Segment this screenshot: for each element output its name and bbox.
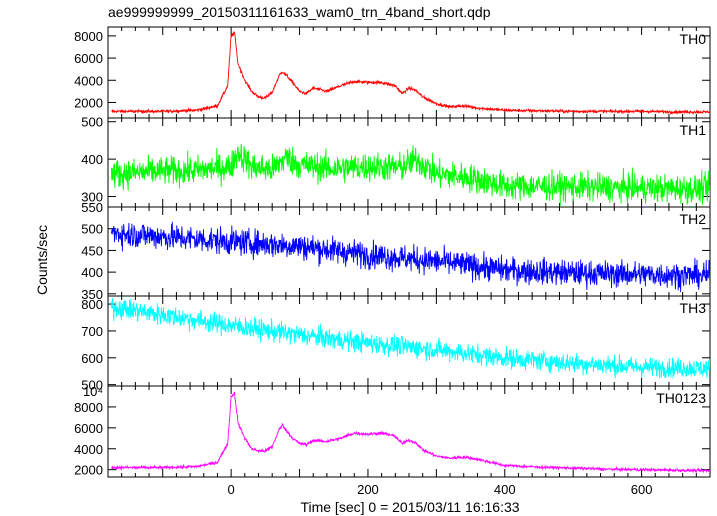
y-tick-label: 2000	[74, 95, 103, 110]
panel-label: TH1	[680, 122, 707, 138]
y-axis-title: Counts/sec	[34, 225, 50, 295]
y-tick-label: 2000	[74, 463, 103, 478]
y-tick-label: 6000	[74, 51, 103, 66]
series-line-th2	[110, 221, 710, 293]
y-tick-label: 8000	[74, 29, 103, 44]
y-tick-label: 500	[81, 115, 103, 130]
y-tick-label: 400	[81, 265, 103, 280]
y-tick-label: 450	[81, 243, 103, 258]
panel-frame	[107, 385, 711, 478]
y-tick-label: 8000	[74, 400, 103, 415]
panel-label: TH2	[680, 211, 707, 227]
x-axis-title: Time [sec] 0 = 2015/03/11 16:16:33	[300, 499, 519, 515]
y-tick-label: 500	[81, 378, 103, 393]
y-tick-label: 600	[81, 351, 103, 366]
y-tick-label: 800	[81, 297, 103, 312]
y-tick-label: 350	[81, 287, 103, 302]
panel-frame	[107, 26, 711, 119]
y-tick-label: 700	[81, 324, 103, 339]
y-tick-label: 550	[81, 200, 103, 215]
y-tick-label: 4000	[74, 442, 103, 457]
series-line-th3	[110, 298, 710, 379]
y-tick-label: 500	[81, 222, 103, 237]
y-tick-label: 300	[81, 190, 103, 205]
y-tick-label: 10⁴	[83, 384, 103, 399]
x-tick-label: 400	[494, 482, 516, 497]
y-tick-label: 400	[81, 152, 103, 167]
series-line-th0	[111, 31, 710, 115]
y-tick-label: 4000	[74, 73, 103, 88]
panel-frame	[107, 206, 711, 297]
x-tick-label: 600	[631, 482, 653, 497]
chart-title: ae999999999_20150311161633_wam0_trn_4ban…	[108, 4, 491, 20]
series-line-th0123	[111, 391, 710, 474]
panel-label: TH3	[680, 300, 707, 316]
y-tick-label: 6000	[74, 421, 103, 436]
x-tick-label: 0	[228, 482, 235, 497]
x-tick-label: 200	[357, 482, 379, 497]
series-line-th1	[110, 144, 710, 206]
panel-label: TH0	[680, 31, 707, 47]
panel-label: TH0123	[656, 390, 706, 406]
panel-frame	[107, 295, 711, 387]
